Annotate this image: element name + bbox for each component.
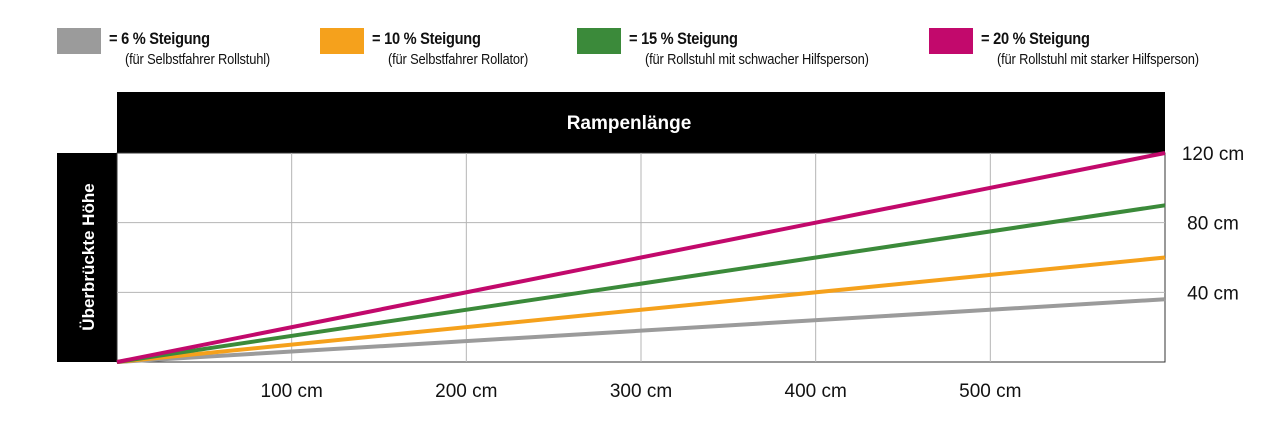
- y-tick-label: 80 cm: [1187, 214, 1239, 235]
- legend-swatch-gray: [57, 28, 101, 54]
- legend-sublabel: (für Rollstuhl mit schwacher Hilfsperson…: [645, 51, 869, 68]
- legend-label: = 10 % Steigung: [372, 29, 481, 48]
- chart-title: Rampenlänge: [567, 113, 692, 134]
- x-tick-label: 400 cm: [785, 381, 847, 402]
- series-line-2: [116, 203, 1166, 364]
- series-line-3: [116, 151, 1166, 364]
- legend-label: = 20 % Steigung: [981, 29, 1090, 48]
- y-tick-label: 120 cm: [1182, 144, 1244, 165]
- legend-sublabel: (für Selbstfahrer Rollator): [388, 51, 529, 68]
- y-tick-label: 40 cm: [1187, 283, 1239, 304]
- legend-label: = 15 % Steigung: [629, 29, 738, 48]
- x-tick-label: 200 cm: [435, 381, 497, 402]
- series-line-1: [116, 255, 1166, 364]
- y-axis-label: Überbrückte Höhe: [79, 183, 98, 330]
- x-tick-label: 300 cm: [610, 381, 672, 402]
- legend-sublabel: (für Rollstuhl mit starker Hilfsperson): [997, 51, 1199, 68]
- ylabel-bar: [57, 153, 117, 362]
- legend-swatch-green: [577, 28, 621, 54]
- series-lines: [116, 151, 1166, 364]
- title-bar: [117, 92, 1165, 153]
- legend-swatch-orange: [320, 28, 364, 54]
- legend-label: = 6 % Steigung: [109, 29, 210, 48]
- x-tick-label: 100 cm: [261, 381, 323, 402]
- y-tick-labels: 40 cm 80 cm 120 cm: [1182, 144, 1244, 304]
- x-tick-label: 500 cm: [959, 381, 1021, 402]
- x-tick-labels: 100 cm 200 cm 300 cm 400 cm 500 cm: [261, 381, 1022, 402]
- series-line-0: [116, 297, 1166, 364]
- legend-swatch-magenta: [929, 28, 973, 54]
- legend-sublabel: (für Selbstfahrer Rollstuhl): [125, 51, 271, 68]
